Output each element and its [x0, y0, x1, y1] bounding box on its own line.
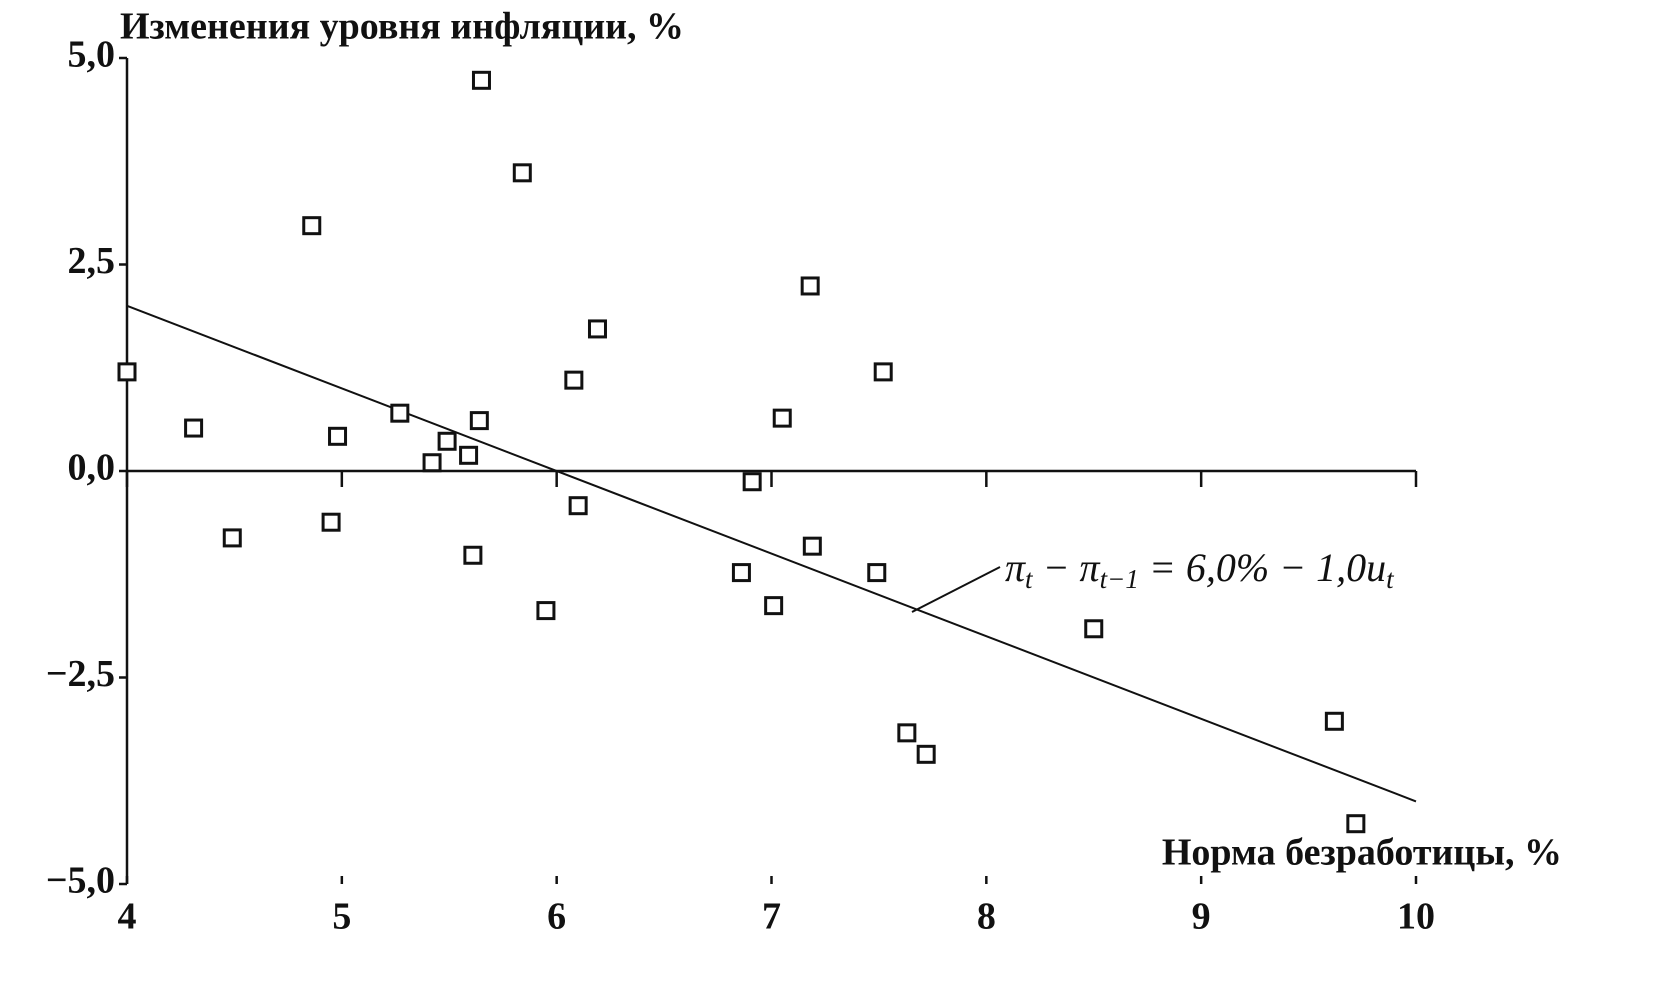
x-tick-label: 4 — [118, 896, 137, 938]
point — [459, 445, 479, 465]
annotation: πt − πt−1 = 6,0% − 1,0ut — [1005, 545, 1395, 594]
x-tick-label: 7 — [762, 896, 781, 938]
point — [772, 408, 792, 428]
x-axis-label: Норма безработицы, % — [1162, 832, 1562, 874]
x-tick-label: 10 — [1397, 896, 1435, 938]
point — [536, 601, 556, 621]
annotation-part: t−1 — [1100, 564, 1139, 594]
point — [469, 411, 489, 431]
y-tick-label: 0,0 — [68, 447, 116, 489]
annotation-part: u — [1366, 545, 1386, 590]
point — [184, 418, 204, 438]
annotation-part: − π — [1033, 545, 1101, 590]
point — [471, 70, 491, 90]
point — [390, 403, 410, 423]
point — [897, 723, 917, 743]
y-tick-label: 5,0 — [68, 34, 116, 76]
x-tick-label: 8 — [977, 896, 996, 938]
point — [422, 453, 442, 473]
fit-line — [126, 304, 1417, 803]
point — [916, 744, 936, 764]
x-tick-label: 5 — [332, 896, 351, 938]
y-tick-label: 2,5 — [68, 240, 116, 282]
point — [587, 319, 607, 339]
y-tick-label: −5,0 — [46, 860, 115, 902]
point — [512, 163, 532, 183]
annotation-part: = 6,0% − 1,0 — [1139, 545, 1366, 590]
point — [867, 563, 887, 583]
point — [873, 362, 893, 382]
point — [564, 370, 584, 390]
annotation-part: t — [1025, 564, 1034, 594]
point — [117, 362, 137, 382]
point — [1346, 814, 1366, 834]
point — [800, 276, 820, 296]
point — [463, 545, 483, 565]
x-tick-label: 9 — [1192, 896, 1211, 938]
point — [731, 563, 751, 583]
point — [568, 496, 588, 516]
point — [742, 472, 762, 492]
point — [802, 536, 822, 556]
point — [321, 512, 341, 532]
annotation-part: π — [1005, 545, 1026, 590]
x-tick-label: 6 — [547, 896, 566, 938]
point — [764, 596, 784, 616]
point — [1324, 711, 1344, 731]
point — [302, 216, 322, 236]
chart-title: Изменения уровня инфляции, % — [120, 6, 684, 48]
point — [437, 431, 457, 451]
annotation-part: t — [1386, 564, 1395, 594]
annotation-leader — [911, 566, 1001, 613]
point — [1084, 619, 1104, 639]
point — [328, 426, 348, 446]
point — [222, 528, 242, 548]
y-tick-label: −2,5 — [46, 653, 115, 695]
